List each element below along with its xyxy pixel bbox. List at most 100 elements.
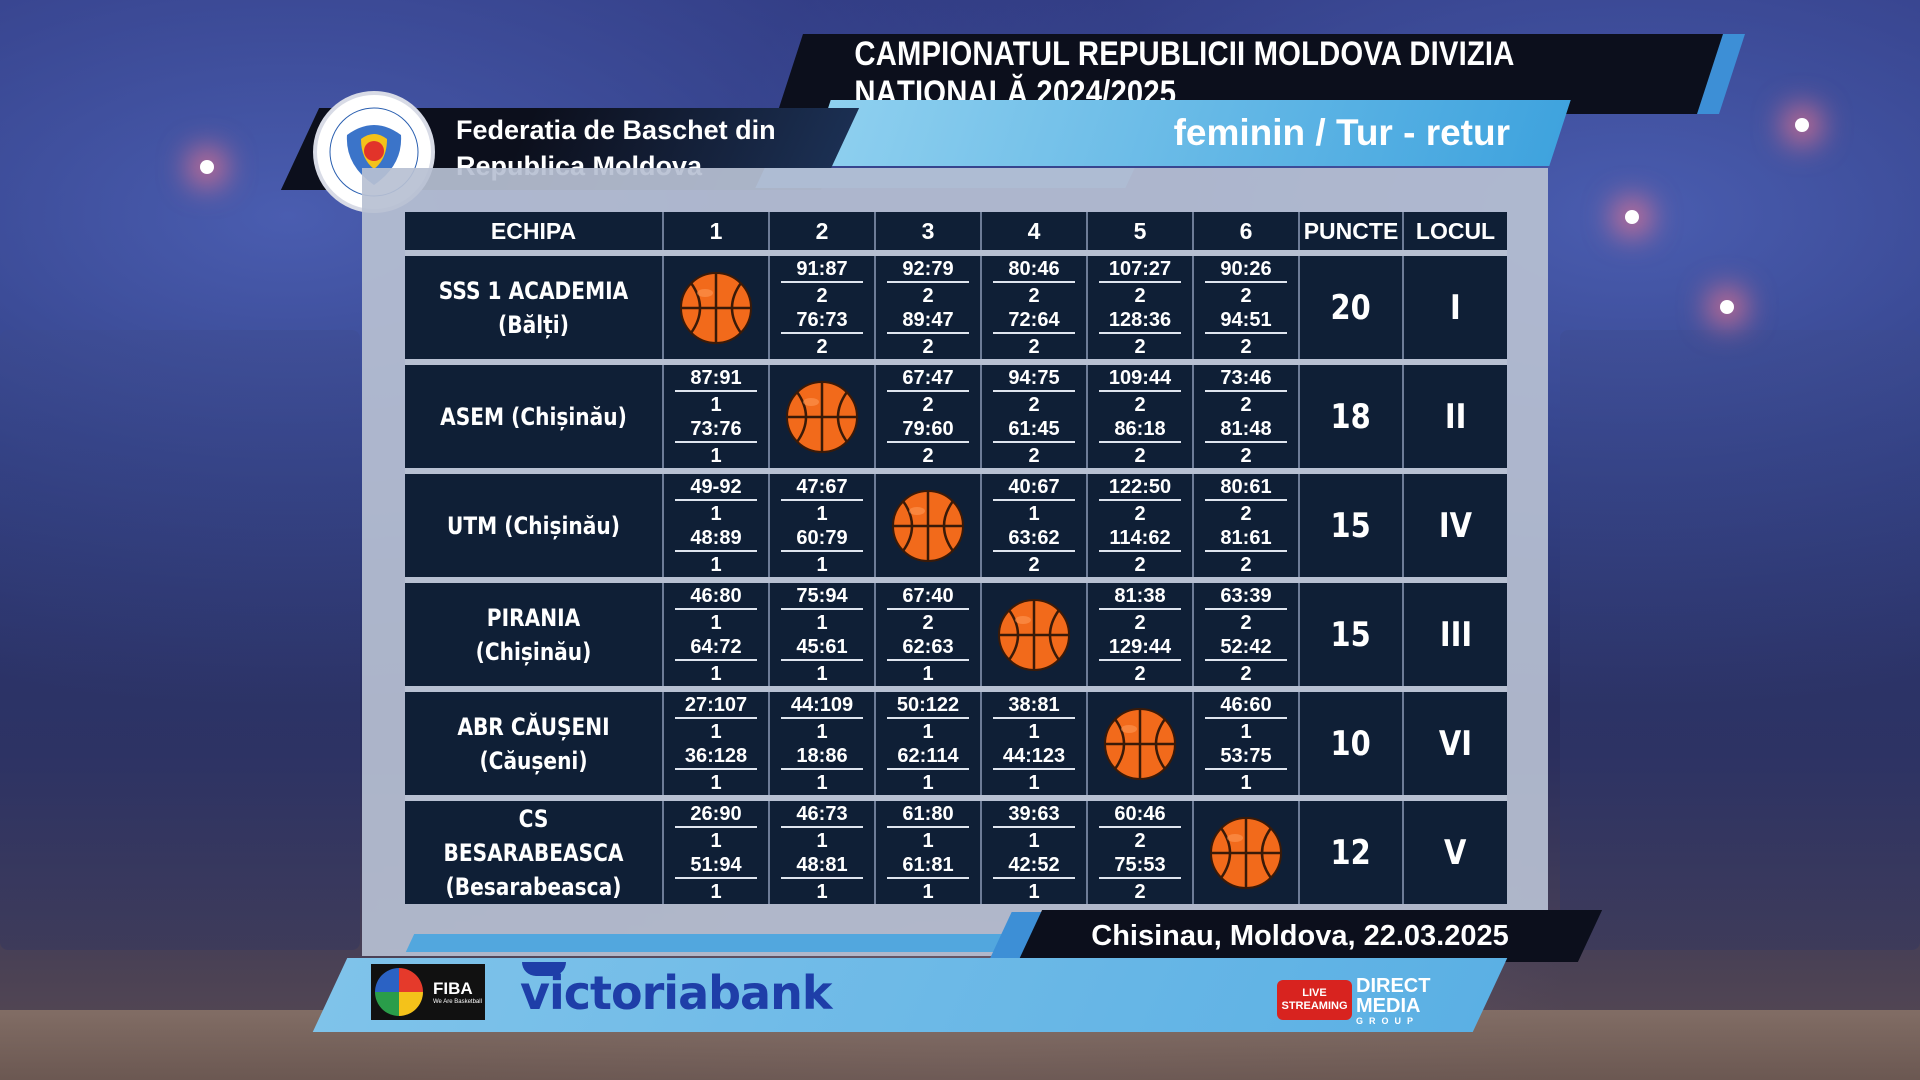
team-cell: PIRANIA (Chișinău) bbox=[405, 577, 663, 689]
first-leg-points: 1 bbox=[1028, 721, 1040, 743]
first-leg-points: 1 bbox=[710, 830, 722, 852]
header-col-5: 5 bbox=[1086, 212, 1193, 253]
first-leg-score: 39:63 bbox=[993, 803, 1075, 828]
table-row: CS BESARABEASCA (Besarabeasca) 26:90 1 51:94… bbox=[405, 795, 1507, 904]
header-col-3: 3 bbox=[874, 212, 981, 253]
second-leg-points: 2 bbox=[1134, 554, 1146, 576]
first-leg-points: 1 bbox=[816, 503, 828, 525]
points-cell: 10 bbox=[1298, 686, 1403, 798]
result-cell: 46:60 1 53:75 1 bbox=[1192, 686, 1299, 798]
first-leg-points: 2 bbox=[1240, 394, 1252, 416]
first-leg-score: 122:50 bbox=[1099, 476, 1181, 501]
direct-media-logo: DIRECT MEDIA GROUP bbox=[1356, 976, 1430, 1026]
self-match-cell bbox=[874, 468, 981, 580]
first-leg-points: 1 bbox=[710, 503, 722, 525]
result-cell: 109:44 2 86:18 2 bbox=[1086, 359, 1193, 471]
points-cell: 20 bbox=[1298, 250, 1403, 362]
fiba-tagline: We Are Basketball bbox=[433, 999, 482, 1005]
second-leg-score: 53:75 bbox=[1205, 745, 1287, 770]
header-col-2: 2 bbox=[768, 212, 875, 253]
second-leg-score: 48:89 bbox=[675, 527, 757, 552]
first-leg-score: 80:46 bbox=[993, 258, 1075, 283]
result-cell: 91:87 2 76:73 2 bbox=[768, 250, 875, 362]
second-leg-points: 1 bbox=[816, 554, 828, 576]
second-leg-score: 45:61 bbox=[781, 636, 863, 661]
second-leg-score: 114:62 bbox=[1099, 527, 1181, 552]
basketball-icon bbox=[1088, 692, 1192, 795]
first-leg-score: 94:75 bbox=[993, 367, 1075, 392]
second-leg-score: 63:62 bbox=[993, 527, 1075, 552]
second-leg-score: 89:47 bbox=[887, 309, 969, 334]
standings-table: ECHIPA 1 2 3 4 5 6 PUNCTE LOCUL SSS 1 AC… bbox=[405, 212, 1507, 904]
first-leg-points: 1 bbox=[710, 721, 722, 743]
table-row: UTM (Chișinău) 49-92 1 48:89 1 47:67 1 60:79 1 40… bbox=[405, 468, 1507, 580]
place-cell: VI bbox=[1402, 686, 1507, 798]
first-leg-points: 1 bbox=[816, 721, 828, 743]
second-leg-score: 76:73 bbox=[781, 309, 863, 334]
team-cell: SSS 1 ACADEMIA (Bălți) bbox=[405, 250, 663, 362]
second-leg-score: 73:76 bbox=[675, 418, 757, 443]
result-cell: 61:80 1 61:81 1 bbox=[874, 795, 981, 904]
second-leg-points: 1 bbox=[1028, 881, 1040, 903]
place-cell: III bbox=[1402, 577, 1507, 689]
first-leg-points: 1 bbox=[922, 721, 934, 743]
result-cell: 39:63 1 42:52 1 bbox=[980, 795, 1087, 904]
basketball-icon bbox=[876, 474, 980, 577]
second-leg-points: 1 bbox=[710, 554, 722, 576]
second-leg-score: 36:128 bbox=[675, 745, 757, 770]
first-leg-score: 87:91 bbox=[675, 367, 757, 392]
first-leg-points: 1 bbox=[1028, 830, 1040, 852]
first-leg-score: 26:90 bbox=[675, 803, 757, 828]
first-leg-score: 46:80 bbox=[675, 585, 757, 610]
first-leg-score: 107:27 bbox=[1099, 258, 1181, 283]
arena-light bbox=[1795, 118, 1809, 132]
first-leg-points: 1 bbox=[922, 830, 934, 852]
fiba-logo: FIBA We Are Basketball bbox=[371, 964, 485, 1020]
table-header-row: ECHIPA 1 2 3 4 5 6 PUNCTE LOCUL bbox=[405, 212, 1507, 253]
first-leg-score: 81:38 bbox=[1099, 585, 1181, 610]
second-leg-points: 2 bbox=[1028, 336, 1040, 358]
second-leg-points: 1 bbox=[1028, 772, 1040, 794]
first-leg-score: 44:109 bbox=[781, 694, 863, 719]
basketball-icon bbox=[770, 365, 874, 468]
second-leg-score: 61:81 bbox=[887, 854, 969, 879]
team-city: (Bălți) bbox=[498, 310, 569, 339]
fiba-label: FIBA bbox=[433, 979, 473, 998]
team-cell: UTM (Chișinău) bbox=[405, 468, 663, 580]
first-leg-points: 1 bbox=[710, 394, 722, 416]
result-cell: 94:75 2 61:45 2 bbox=[980, 359, 1087, 471]
second-leg-points: 1 bbox=[922, 881, 934, 903]
first-leg-points: 2 bbox=[1028, 285, 1040, 307]
footer-accent-strip bbox=[405, 934, 1035, 952]
first-leg-points: 1 bbox=[710, 612, 722, 634]
result-cell: 40:67 1 63:62 2 bbox=[980, 468, 1087, 580]
self-match-cell bbox=[1192, 795, 1299, 904]
result-cell: 80:61 2 81:61 2 bbox=[1192, 468, 1299, 580]
table-row: ASEM (Chișinău) 87:91 1 73:76 1 67:47 2 79:60 2 9… bbox=[405, 359, 1507, 471]
first-leg-points: 2 bbox=[1134, 503, 1146, 525]
second-leg-points: 1 bbox=[816, 881, 828, 903]
first-leg-points: 2 bbox=[1134, 285, 1146, 307]
header-col-1: 1 bbox=[662, 212, 769, 253]
second-leg-points: 1 bbox=[710, 881, 722, 903]
place-cell: I bbox=[1402, 250, 1507, 362]
second-leg-points: 2 bbox=[1240, 554, 1252, 576]
second-leg-points: 1 bbox=[1240, 772, 1252, 794]
arena-stand-left bbox=[0, 330, 360, 950]
first-leg-score: 91:87 bbox=[781, 258, 863, 283]
place-cell: IV bbox=[1402, 468, 1507, 580]
team-cell: ASEM (Chișinău) bbox=[405, 359, 663, 471]
federation-name-line1: Federatia de Baschet din bbox=[456, 115, 776, 145]
first-leg-score: 67:47 bbox=[887, 367, 969, 392]
dmg-line3: GROUP bbox=[1356, 1016, 1420, 1026]
place-cell: V bbox=[1402, 795, 1507, 904]
first-leg-points: 2 bbox=[1240, 612, 1252, 634]
standings-body: SSS 1 ACADEMIA (Bălți) 91:87 2 76:73 2 92:79 2 8… bbox=[405, 250, 1507, 904]
result-cell: 73:46 2 81:48 2 bbox=[1192, 359, 1299, 471]
second-leg-points: 1 bbox=[816, 772, 828, 794]
result-cell: 107:27 2 128:36 2 bbox=[1086, 250, 1193, 362]
live-label: LIVE bbox=[1302, 987, 1327, 999]
arena-light bbox=[200, 160, 214, 174]
second-leg-score: 81:61 bbox=[1205, 527, 1287, 552]
second-leg-score: 52:42 bbox=[1205, 636, 1287, 661]
